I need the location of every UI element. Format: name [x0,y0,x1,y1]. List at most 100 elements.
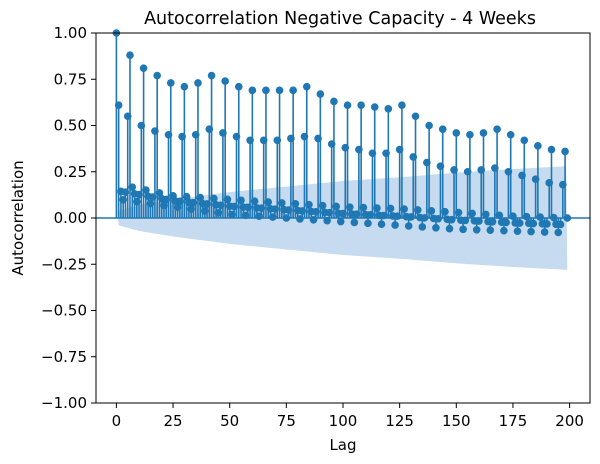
acf-marker [543,220,551,228]
acf-marker [534,142,542,150]
acf-marker [382,149,390,158]
acf-marker [386,204,395,213]
x-tick-label: 0 [112,412,122,430]
acf-marker [377,220,386,229]
acf-marker [196,193,205,202]
acf-marker [447,215,456,224]
acf-marker [123,112,132,121]
acf-marker [468,209,476,218]
acf-marker [506,130,515,139]
acf-marker [148,193,157,201]
acf-marker [255,212,263,221]
acf-marker [121,188,130,196]
acf-marker [339,209,347,218]
acf-marker [259,136,268,145]
acf-marker [160,201,168,210]
acf-marker [214,208,223,217]
acf-marker [232,132,241,141]
acf-marker [461,216,470,225]
y-ticks-layer: −1.00 −0.75 −0.50 −0.25 0.00 0.25 0.50 0.75 1.00 [41,24,96,412]
x-tick-label: 200 [555,412,584,430]
x-tick-label: 175 [499,412,528,430]
acf-marker [312,207,320,216]
acf-marker [563,214,572,222]
y-tick-label: 0.25 [54,163,87,181]
acf-marker [486,226,495,235]
acf-marker [425,121,433,130]
acf-marker [200,207,209,215]
x-tick-label: 100 [329,412,358,430]
acf-marker [500,226,508,235]
acf-marker [504,167,513,176]
acf-marker [413,206,422,214]
acf-marker [479,129,488,137]
acf-marker [223,195,232,204]
acf-marker [291,199,300,208]
acf-marker [114,101,123,109]
x-ticks-layer: 0 25 50 75 100 125 150 175 200 [112,403,584,430]
acf-marker [395,145,404,154]
acf-marker [477,166,486,174]
acf-marker [228,210,236,219]
acf-marker [135,190,143,199]
acf-marker [459,225,467,234]
acf-marker [237,196,245,205]
acf-marker [241,211,250,220]
chart-title: Autocorrelation Negative Capacity - 4 We… [144,9,536,29]
acf-marker [146,199,155,208]
acf-marker [549,213,558,222]
acf-marker [287,134,295,143]
acf-marker [545,179,554,187]
acf-marker [518,171,526,180]
acf-marker [513,227,522,235]
acf-marker [445,224,454,233]
acf-marker [379,211,388,220]
acf-marker [318,201,327,210]
acf-marker [119,196,127,204]
acf-marker [244,203,252,212]
acf-marker [404,222,413,230]
y-tick-label: 0.00 [54,209,87,227]
acf-marker [126,51,134,59]
y-tick-label: 0.75 [54,70,87,88]
acf-marker [529,219,538,228]
acf-marker [162,195,171,204]
acf-marker [481,210,490,219]
acf-marker [155,189,164,197]
acf-marker [309,215,318,224]
acf-marker [522,212,531,221]
acf-marker [540,228,549,236]
acf-marker [316,90,325,98]
acf-marker [257,204,266,213]
acf-marker [502,218,510,227]
acf-marker [434,214,442,223]
acf-marker [191,130,200,139]
x-tick-label: 150 [442,412,471,430]
x-tick-label: 75 [277,412,296,430]
acf-marker [559,180,567,189]
acf-marker [488,217,497,226]
acf-marker [221,77,229,85]
x-axis-label: Lag [329,436,356,454]
x-tick-label: 50 [220,412,239,430]
y-tick-label: 0.50 [54,117,87,135]
acf-marker [343,101,352,109]
acf-marker [556,220,565,229]
y-tick-label: −0.75 [41,348,87,366]
acf-marker [210,194,218,203]
acf-marker [194,79,202,87]
acf-marker [273,136,282,145]
acf-marker [341,143,350,152]
y-tick-label: −1.00 [41,394,87,412]
acf-marker [436,162,445,170]
acf-marker [284,206,293,214]
acf-marker [438,125,447,133]
acf-marker [409,153,418,161]
y-tick-label: −0.25 [41,255,87,273]
acf-marker [216,201,225,210]
acf-marker [418,223,427,231]
acf-marker [137,121,146,130]
acf-marker [314,134,322,143]
acf-marker [332,202,341,211]
